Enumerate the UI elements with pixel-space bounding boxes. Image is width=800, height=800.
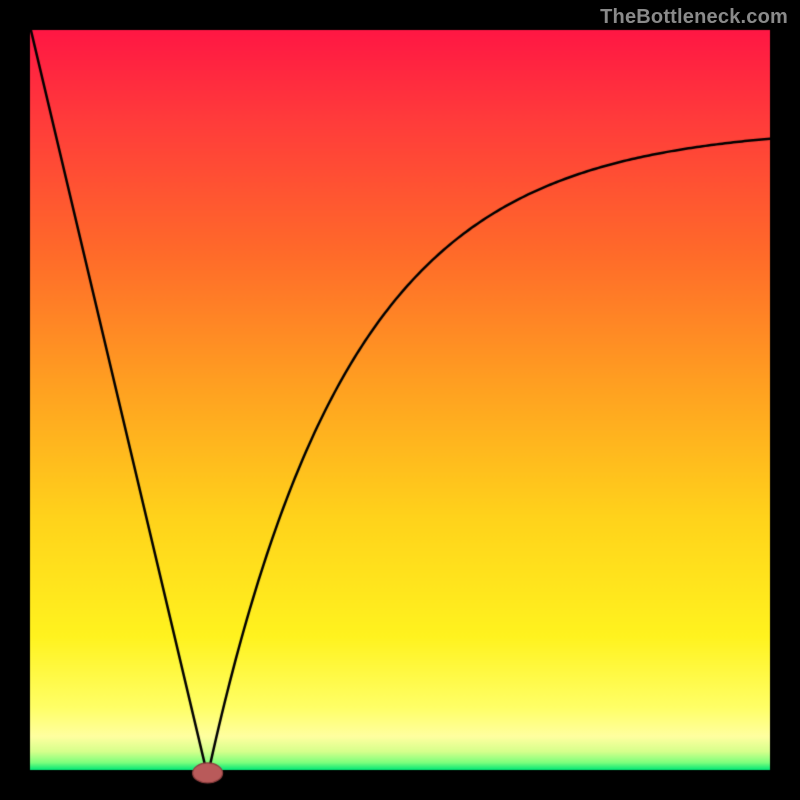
watermark-text: TheBottleneck.com bbox=[600, 6, 788, 29]
chart-container: { "watermark": { "text": "TheBottleneck.… bbox=[0, 0, 800, 800]
bottleneck-chart-canvas bbox=[0, 0, 800, 800]
